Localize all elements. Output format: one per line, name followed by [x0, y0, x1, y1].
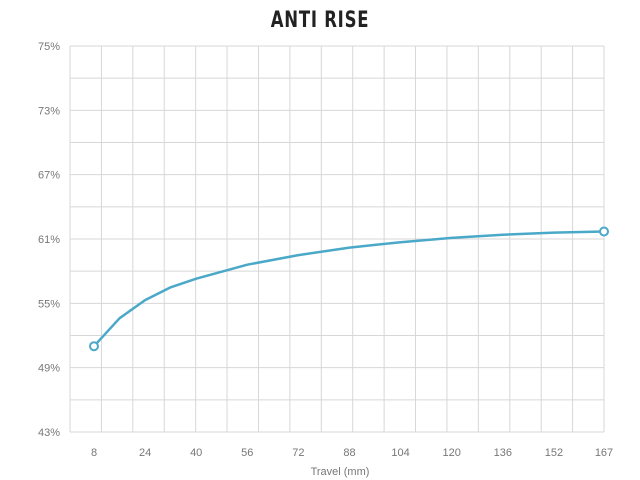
x-tick-label: 8: [91, 447, 97, 459]
x-tick-label: 136: [494, 447, 512, 459]
x-tick-label: 40: [190, 447, 202, 459]
chart-title: ANTI RISE: [270, 8, 370, 33]
x-tick-label: 167: [595, 447, 613, 459]
y-tick-label: 43%: [38, 427, 60, 439]
x-tick-label: 152: [545, 447, 563, 459]
x-tick-label: 24: [139, 447, 151, 459]
y-tick-label: 55%: [38, 298, 60, 310]
y-tick-label: 61%: [38, 234, 60, 246]
y-tick-label: 73%: [38, 105, 60, 117]
data-point-marker: [89, 341, 99, 352]
x-tick-label: 104: [391, 447, 409, 459]
x-tick-label: 56: [241, 447, 253, 459]
x-tick-label: 72: [292, 447, 304, 459]
y-tick-label: 75%: [38, 41, 60, 53]
data-point-marker: [599, 226, 609, 237]
x-axis-label: Travel (mm): [311, 466, 370, 478]
series-line: [92, 230, 606, 348]
x-tick-label: 120: [443, 447, 461, 459]
y-tick-label: 49%: [38, 363, 60, 375]
y-tick-label: 67%: [38, 170, 60, 182]
x-tick-label: 88: [343, 447, 355, 459]
